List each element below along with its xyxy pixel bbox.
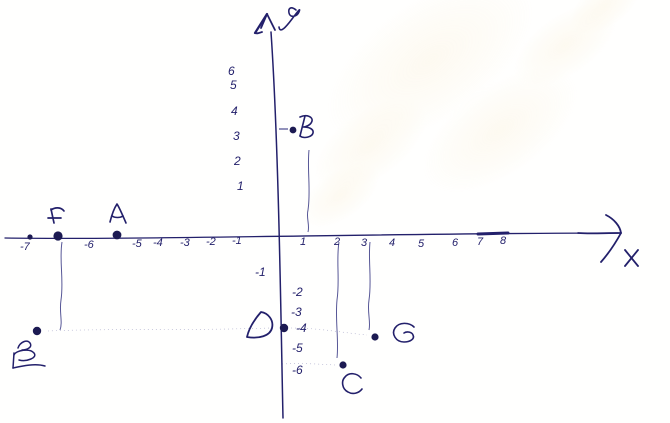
svg-text:5: 5 bbox=[418, 238, 425, 250]
svg-text:-2: -2 bbox=[292, 285, 303, 299]
svg-text:5: 5 bbox=[230, 78, 237, 92]
svg-text:3: 3 bbox=[361, 237, 368, 249]
svg-text:-2: -2 bbox=[206, 236, 216, 248]
svg-text:1: 1 bbox=[237, 179, 244, 193]
svg-text:4: 4 bbox=[231, 104, 238, 118]
svg-text:-5: -5 bbox=[292, 341, 303, 355]
svg-text:-4: -4 bbox=[296, 321, 307, 335]
svg-text:7: 7 bbox=[477, 236, 484, 248]
svg-text:-4: -4 bbox=[153, 237, 163, 249]
svg-text:2: 2 bbox=[233, 154, 241, 168]
svg-text:6: 6 bbox=[452, 237, 459, 249]
svg-text:-5: -5 bbox=[132, 238, 143, 250]
svg-text:3: 3 bbox=[233, 129, 240, 143]
svg-text:8: 8 bbox=[500, 235, 507, 247]
svg-text:6: 6 bbox=[228, 64, 235, 78]
svg-text:-1: -1 bbox=[232, 235, 242, 247]
svg-text:-3: -3 bbox=[291, 305, 302, 319]
svg-text:-7: -7 bbox=[20, 241, 31, 253]
svg-text:4: 4 bbox=[389, 237, 395, 249]
svg-text:-1: -1 bbox=[255, 265, 266, 279]
svg-text:-6: -6 bbox=[84, 239, 95, 251]
svg-text:2: 2 bbox=[333, 236, 340, 248]
svg-text:-3: -3 bbox=[180, 237, 191, 249]
svg-text:-6: -6 bbox=[292, 363, 303, 377]
svg-text:1: 1 bbox=[300, 236, 306, 248]
